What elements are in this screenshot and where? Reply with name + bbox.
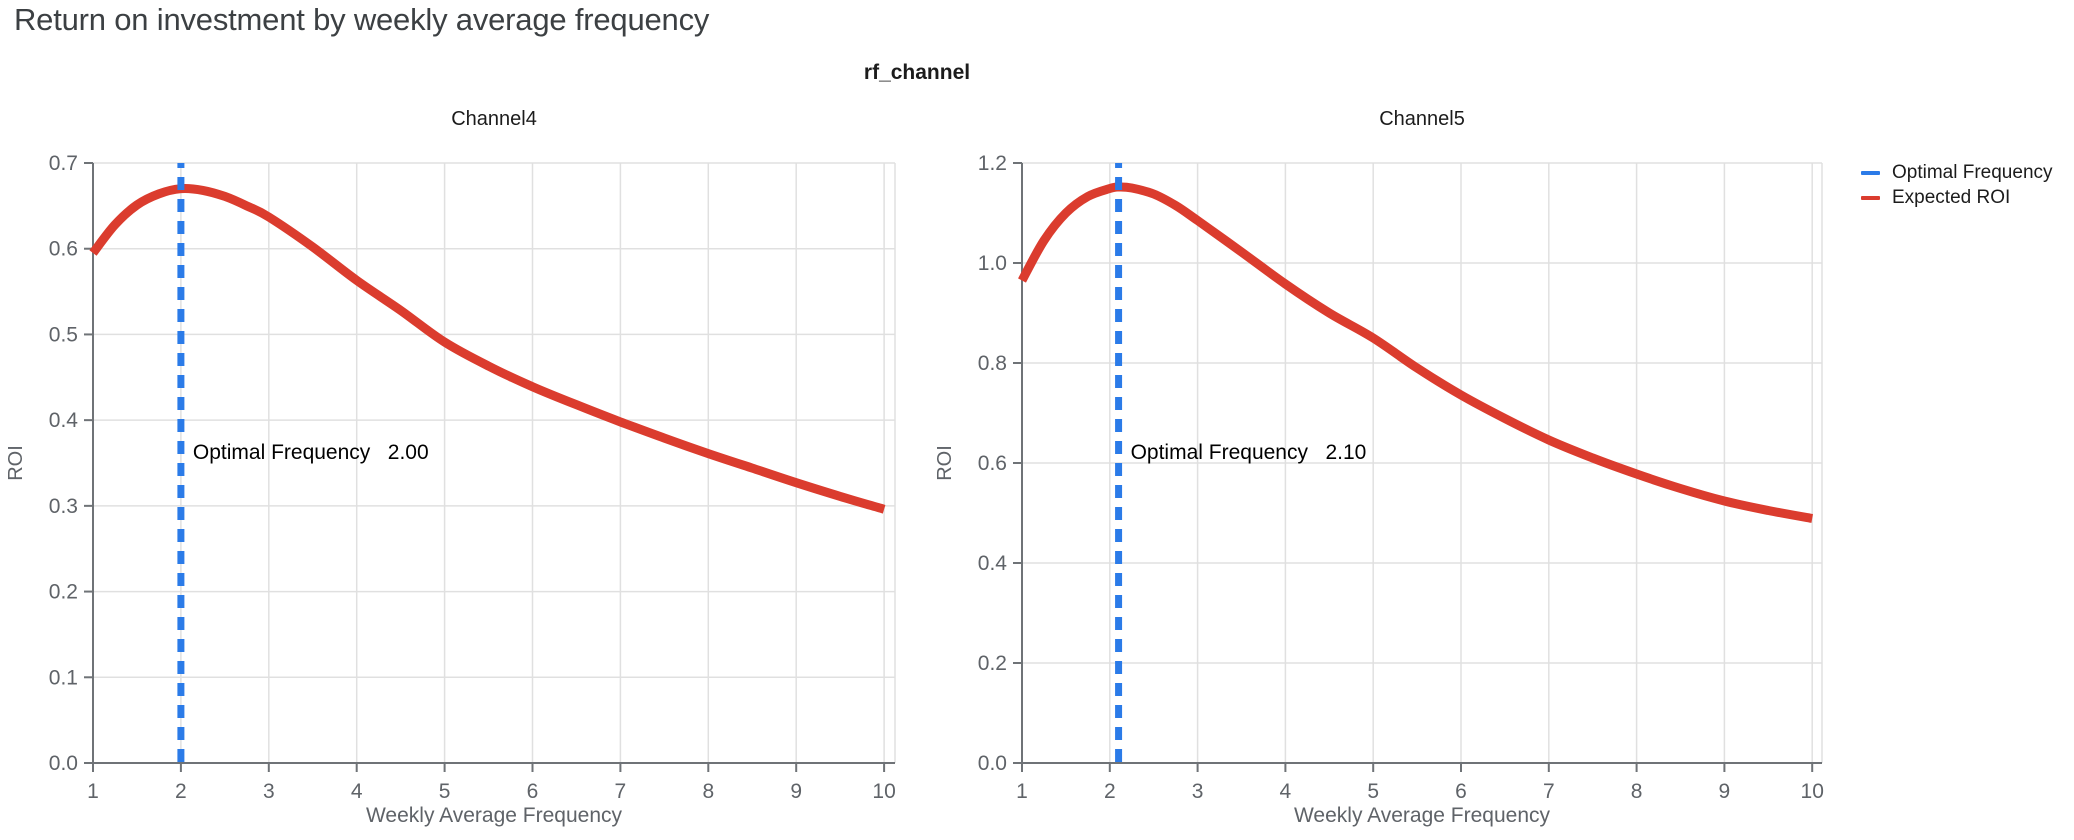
expected-roi-curve	[89, 184, 886, 514]
y-axis-tick-label: 1.2	[978, 152, 1007, 175]
y-axis-tick-label: 0.2	[49, 581, 78, 604]
chart-title: Channel5	[1379, 108, 1465, 130]
y-axis-tick-label: 0.1	[49, 666, 78, 689]
legend-item: Optimal Frequency	[1861, 160, 2053, 185]
x-axis-tick-label: 6	[527, 780, 539, 803]
legend-item: Expected ROI	[1861, 185, 2053, 210]
x-axis-tick-label: 10	[872, 780, 895, 803]
optimal-frequency-annotation: Optimal Frequency 2.00	[193, 441, 429, 464]
y-axis-tick-label: 0.7	[49, 152, 78, 175]
y-axis-tick-label: 0.0	[978, 752, 1007, 775]
x-axis-tick-label: 3	[1192, 780, 1204, 803]
x-axis-tick-label: 9	[1719, 780, 1731, 803]
x-axis-tick-label: 1	[1016, 780, 1028, 803]
x-axis-tick-label: 1	[87, 780, 99, 803]
legend: Optimal Frequency Expected ROI	[1861, 160, 2053, 210]
x-axis-tick-label: 2	[1104, 780, 1116, 803]
legend-item-label: Optimal Frequency	[1892, 162, 2053, 183]
x-axis-tick-label: 7	[1543, 780, 1555, 803]
x-axis-tick-label: 5	[439, 780, 451, 803]
group-title: rf_channel	[863, 61, 971, 84]
x-axis-tick-label: 4	[351, 780, 363, 803]
y-axis-tick-label: 0.3	[49, 495, 78, 518]
y-axis-tick-label: 0.4	[978, 552, 1008, 575]
y-axis-tick-label: 0.0	[49, 752, 78, 775]
x-axis-tick-label: 5	[1367, 780, 1379, 803]
x-axis-title: Weekly Average Frequency	[1294, 804, 1551, 827]
x-axis-tick-label: 7	[615, 780, 627, 803]
y-axis-tick-label: 0.2	[978, 652, 1007, 675]
x-axis-tick-label: 6	[1455, 780, 1467, 803]
x-axis-tick-label: 3	[263, 780, 275, 803]
chart-title: Channel4	[451, 108, 537, 130]
y-axis-title: ROI	[5, 445, 27, 481]
y-axis-tick-label: 0.5	[49, 323, 78, 346]
legend-line-swatch	[1861, 195, 1880, 200]
y-axis-tick-label: 0.8	[978, 352, 1007, 375]
legend-line-swatch	[1861, 170, 1880, 175]
x-axis-tick-label: 8	[702, 780, 714, 803]
y-axis-tick-label: 0.4	[49, 409, 79, 432]
x-axis-tick-label: 8	[1631, 780, 1643, 803]
expected-roi-curve	[1018, 182, 1813, 523]
legend-item-label: Expected ROI	[1892, 187, 2011, 208]
page-title: Return on investment by weekly average f…	[14, 2, 710, 37]
x-axis-tick-label: 2	[175, 780, 187, 803]
x-axis-tick-label: 10	[1801, 780, 1824, 803]
y-axis-title: ROI	[934, 445, 956, 481]
x-axis-title: Weekly Average Frequency	[366, 804, 623, 827]
y-axis-tick-label: 1.0	[978, 252, 1007, 275]
y-axis-tick-label: 0.6	[49, 238, 78, 261]
optimal-frequency-annotation: Optimal Frequency 2.10	[1131, 441, 1367, 464]
y-axis-tick-label: 0.6	[978, 452, 1007, 475]
x-axis-tick-label: 4	[1280, 780, 1292, 803]
x-axis-tick-label: 9	[790, 780, 802, 803]
